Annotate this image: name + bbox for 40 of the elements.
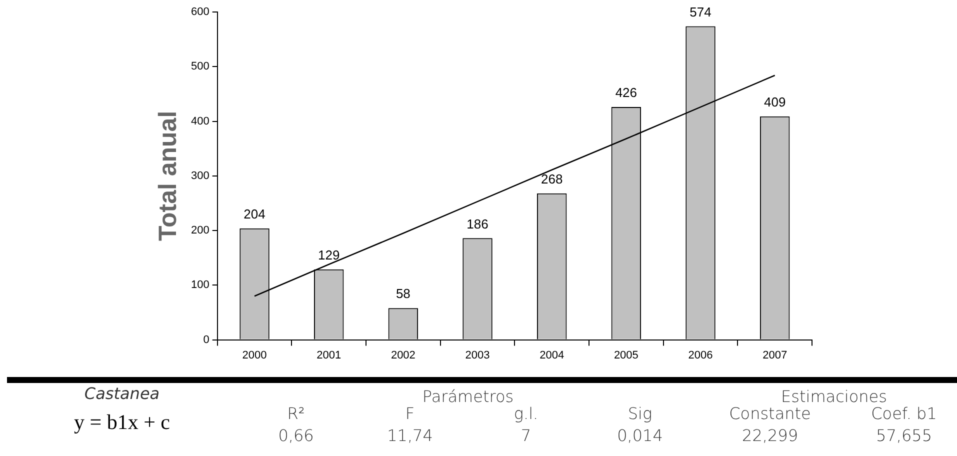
y-tick-label: 600 [190,6,210,18]
y-tick-label: 300 [190,170,210,182]
text: F [405,404,415,423]
x-tick-label: 2001 [316,349,342,362]
text: Castanea [84,384,160,403]
data-label: 268 [540,171,563,186]
text: 11,74 [387,426,433,445]
x-tick-label: 2000 [242,349,267,362]
text: 7 [520,426,532,445]
data-label: 426 [615,85,638,100]
text: Constante [729,404,811,423]
text: y = b1x + c [74,410,170,435]
data-label: 409 [764,94,786,110]
y-tick-label: 500 [190,60,210,73]
data-label: 574 [690,4,712,20]
text: 22,299 [742,426,798,445]
text: 0,66 [278,426,314,445]
y-tick-label: 0 [203,334,210,346]
y-tick-label: 100 [190,279,210,292]
x-tick-label: 2007 [762,349,788,362]
data-label: 186 [466,216,488,232]
text: Parámetros [422,387,514,406]
text: 0,014 [617,426,663,445]
y-tick-label: 400 [190,115,210,128]
x-tick-label: 2002 [390,349,416,362]
text: Estimaciones [781,387,887,406]
x-tick-label: 2004 [540,349,564,362]
y-axis-title: Total anual [154,110,182,241]
text: Sig [628,404,652,423]
text: g.l. [514,404,538,423]
text: R² [287,404,305,423]
x-tick-label: 2006 [688,349,713,362]
data-label: 204 [244,206,266,222]
data-label: 129 [318,247,340,262]
data-label: 58 [396,286,410,302]
x-tick-label: 2005 [614,349,638,362]
x-tick-label: 2003 [465,349,490,362]
y-tick-label: 200 [190,224,210,237]
text: 57,655 [876,426,932,445]
text: Coef. b1 [871,404,937,423]
